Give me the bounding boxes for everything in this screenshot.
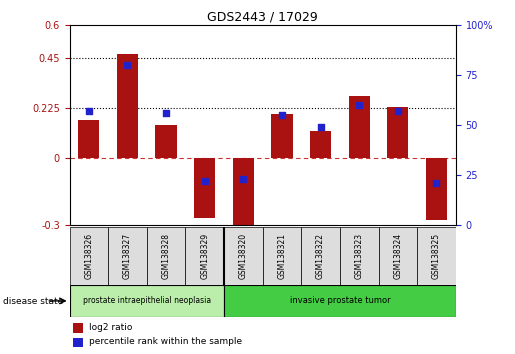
Text: GSM138325: GSM138325	[432, 233, 441, 279]
Point	[355, 102, 363, 108]
Bar	[340, 227, 379, 285]
Text: GSM138326: GSM138326	[84, 233, 93, 279]
Bar	[417, 227, 456, 285]
Bar	[301, 227, 340, 285]
Bar	[194, 158, 215, 218]
Text: GSM138321: GSM138321	[278, 233, 286, 279]
Bar	[426, 158, 447, 220]
Point	[84, 108, 93, 114]
Point	[124, 62, 132, 68]
Bar	[310, 131, 331, 158]
Text: disease state: disease state	[3, 297, 63, 306]
Text: invasive prostate tumor: invasive prostate tumor	[289, 296, 390, 306]
Bar	[224, 285, 456, 317]
Text: GSM138322: GSM138322	[316, 233, 325, 279]
Bar	[78, 120, 99, 158]
Bar	[70, 285, 224, 317]
Bar	[156, 125, 177, 158]
Text: GSM138329: GSM138329	[200, 233, 209, 279]
Bar	[263, 227, 301, 285]
Point	[162, 110, 170, 116]
Title: GDS2443 / 17029: GDS2443 / 17029	[207, 11, 318, 24]
Bar	[73, 324, 83, 333]
Point	[278, 112, 286, 118]
Point	[432, 180, 440, 185]
Bar	[117, 54, 138, 158]
Text: GSM138328: GSM138328	[162, 233, 170, 279]
Bar	[349, 96, 370, 158]
Bar	[379, 227, 417, 285]
Bar	[387, 107, 408, 158]
Bar	[73, 338, 83, 347]
Point	[393, 108, 402, 114]
Text: GSM138324: GSM138324	[393, 233, 402, 279]
Point	[201, 178, 209, 184]
Text: log2 ratio: log2 ratio	[89, 323, 132, 332]
Point	[316, 124, 324, 130]
Bar	[233, 158, 254, 229]
Text: percentile rank within the sample: percentile rank within the sample	[89, 337, 242, 346]
Bar	[271, 114, 293, 158]
Bar	[185, 227, 224, 285]
Text: GSM138320: GSM138320	[239, 233, 248, 279]
Bar	[70, 227, 108, 285]
Text: GSM138327: GSM138327	[123, 233, 132, 279]
Bar	[108, 227, 147, 285]
Point	[239, 176, 247, 182]
Bar	[224, 227, 263, 285]
Bar	[147, 227, 185, 285]
Text: GSM138323: GSM138323	[355, 233, 364, 279]
Text: prostate intraepithelial neoplasia: prostate intraepithelial neoplasia	[83, 296, 211, 306]
